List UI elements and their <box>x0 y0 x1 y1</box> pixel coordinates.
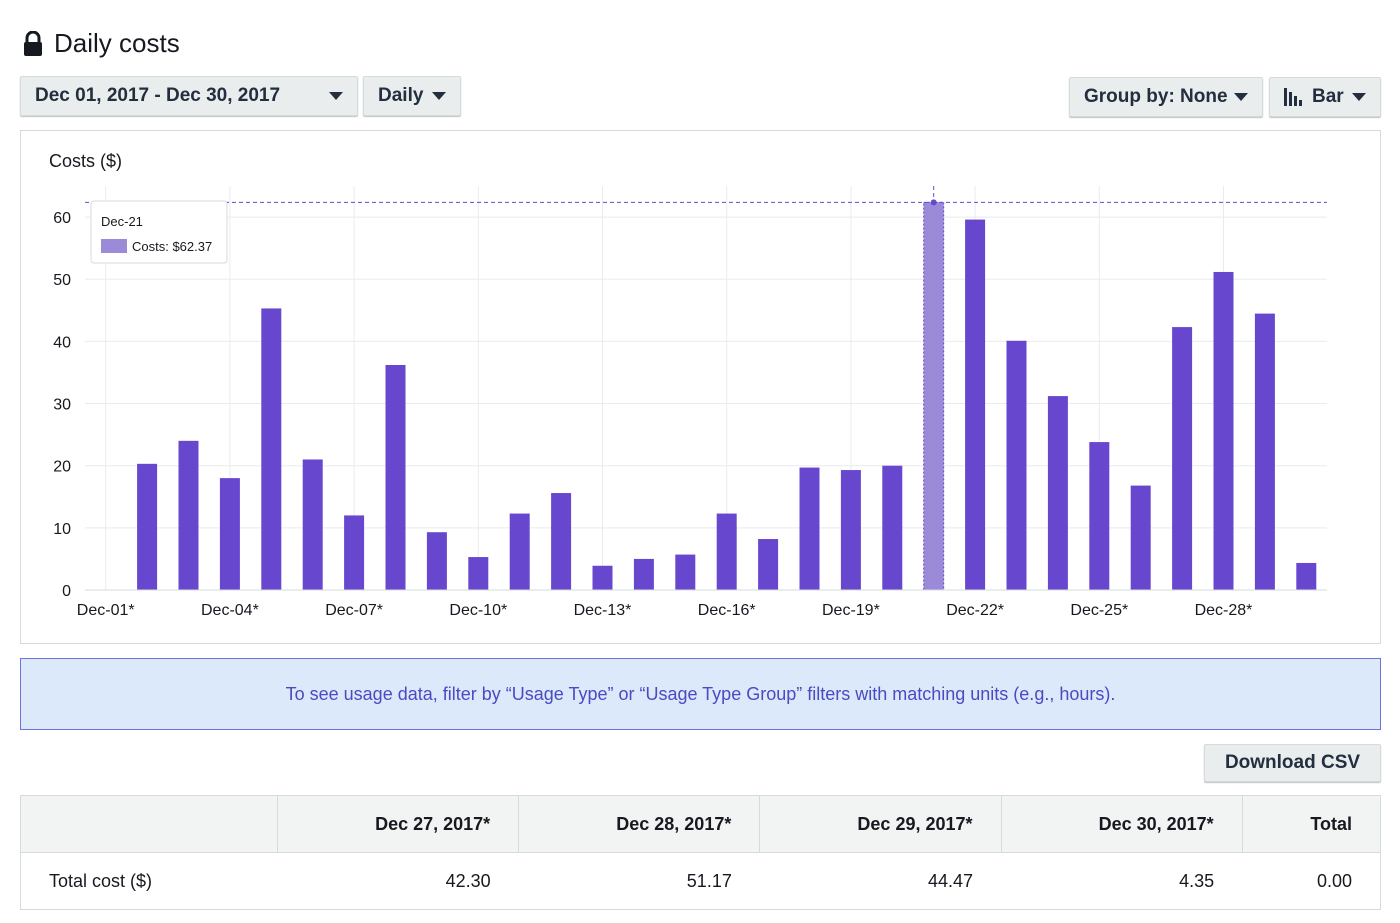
chart-bar <box>716 513 737 590</box>
table-cell: 0.00 <box>1316 870 1352 891</box>
table-header-cell: Total <box>1242 795 1381 853</box>
page-title: Daily costs <box>22 28 180 59</box>
x-tick-label: Dec-04* <box>201 602 259 619</box>
chevron-down-icon <box>1234 93 1248 101</box>
download-csv-button[interactable]: Download CSV <box>1204 744 1381 782</box>
chart-bar <box>592 565 613 590</box>
chart-bar <box>1006 340 1027 590</box>
chart-bar <box>633 558 654 590</box>
table-header-cell: Dec 27, 2017* <box>277 795 520 853</box>
chart-bar <box>1213 271 1234 590</box>
tooltip-label: Costs: $62.37 <box>132 239 212 254</box>
y-tick-label: 60 <box>53 210 71 227</box>
chart-bar <box>882 465 903 590</box>
chart-type-label: Bar <box>1312 86 1344 107</box>
y-tick-label: 40 <box>53 334 71 351</box>
info-banner: To see usage data, filter by “Usage Type… <box>20 658 1381 730</box>
group-by-label: Group by: None <box>1084 86 1228 107</box>
x-tick-label: Dec-28* <box>1195 602 1253 619</box>
chart-bar <box>1047 396 1068 590</box>
chevron-down-icon <box>329 92 343 100</box>
date-range-dropdown[interactable]: Dec 01, 2017 - Dec 30, 2017 <box>20 76 358 116</box>
table-header-cell <box>20 795 278 853</box>
x-tick-label: Dec-25* <box>1070 602 1128 619</box>
x-tick-label: Dec-16* <box>698 602 756 619</box>
chart-bar <box>344 515 365 590</box>
cost-chart-panel: Costs ($) 0 10 20 30 40 50 60 Dec-01* Dec-04* Dec… <box>20 130 1381 644</box>
table-cell: 4.35 <box>1179 870 1215 891</box>
cost-summary-table: Dec 27, 2017* Dec 28, 2017* Dec 29, 2017… <box>20 795 1381 910</box>
granularity-dropdown[interactable]: Daily <box>363 76 461 116</box>
table-cell: 44.47 <box>927 870 974 891</box>
chart-bar <box>302 459 323 590</box>
table-header-cell: Dec 29, 2017* <box>759 795 1002 853</box>
table-row: Total cost ($) 42.30 51.17 44.47 4.35 0.… <box>21 853 1381 910</box>
table-header-cell: Dec 30, 2017* <box>1001 795 1243 853</box>
chevron-down-icon <box>1352 93 1366 101</box>
chart-bar <box>1172 327 1193 590</box>
chart-bar <box>261 308 282 590</box>
chart-bar <box>965 219 986 590</box>
tooltip-swatch <box>101 239 127 253</box>
chart-bar <box>551 493 572 590</box>
x-tick-label: Dec-19* <box>822 602 880 619</box>
chart-bar <box>219 478 240 590</box>
download-csv-label: Download CSV <box>1224 752 1361 773</box>
table-cell: 42.30 <box>445 870 491 891</box>
chart-bar <box>1296 562 1317 590</box>
x-tick-label: Dec-10* <box>449 602 507 619</box>
crosshair-point <box>930 199 937 206</box>
chart-bar <box>426 532 447 590</box>
y-tick-label: 20 <box>53 459 71 476</box>
granularity-label: Daily <box>378 85 424 106</box>
table-row-label: Total cost ($) <box>49 870 153 891</box>
y-tick-label: 50 <box>53 272 71 289</box>
chart-bar <box>923 201 945 591</box>
chart-type-dropdown[interactable]: Bar <box>1269 77 1381 117</box>
chart-bar <box>468 557 489 590</box>
chart-bar <box>1089 442 1110 590</box>
chart-bar <box>1130 485 1151 590</box>
chart-bar <box>509 513 530 590</box>
chart-bar <box>799 467 820 590</box>
chart-y-axis-title: Costs ($) <box>49 151 123 171</box>
chart-bar <box>137 463 158 590</box>
info-banner-text: To see usage data, filter by “Usage Type… <box>285 683 1116 704</box>
chart-bar <box>178 440 199 590</box>
chart-bar <box>385 365 406 590</box>
y-tick-label: 10 <box>53 521 71 538</box>
table-cell: 51.17 <box>686 870 732 891</box>
date-range-label: Dec 01, 2017 - Dec 30, 2017 <box>35 85 281 106</box>
chart-bar <box>675 554 696 590</box>
x-tick-label: Dec-07* <box>325 602 383 619</box>
x-tick-label: Dec-01* <box>77 602 135 619</box>
bar-chart-icon <box>1284 88 1302 106</box>
x-tick-label: Dec-13* <box>574 602 632 619</box>
chart-bar <box>758 539 779 590</box>
y-tick-label: 30 <box>53 397 71 414</box>
tooltip-title: Dec-21 <box>101 214 143 229</box>
lock-icon <box>24 30 42 56</box>
table-header-cell: Dec 28, 2017* <box>518 795 761 853</box>
table-header-row: Dec 27, 2017* Dec 28, 2017* Dec 29, 2017… <box>20 795 1381 853</box>
x-tick-label: Dec-22* <box>946 602 1004 619</box>
cost-bar-chart: 0 10 20 30 40 50 60 Dec-01* Dec-04* Dec-07* Dec-10… <box>53 186 1327 619</box>
chart-bar <box>1254 313 1275 590</box>
chart-bar <box>840 470 861 590</box>
group-by-dropdown[interactable]: Group by: None <box>1069 77 1263 117</box>
page-title-text: Daily costs <box>54 28 180 58</box>
chevron-down-icon <box>432 92 446 100</box>
y-tick-label: 0 <box>62 583 71 600</box>
